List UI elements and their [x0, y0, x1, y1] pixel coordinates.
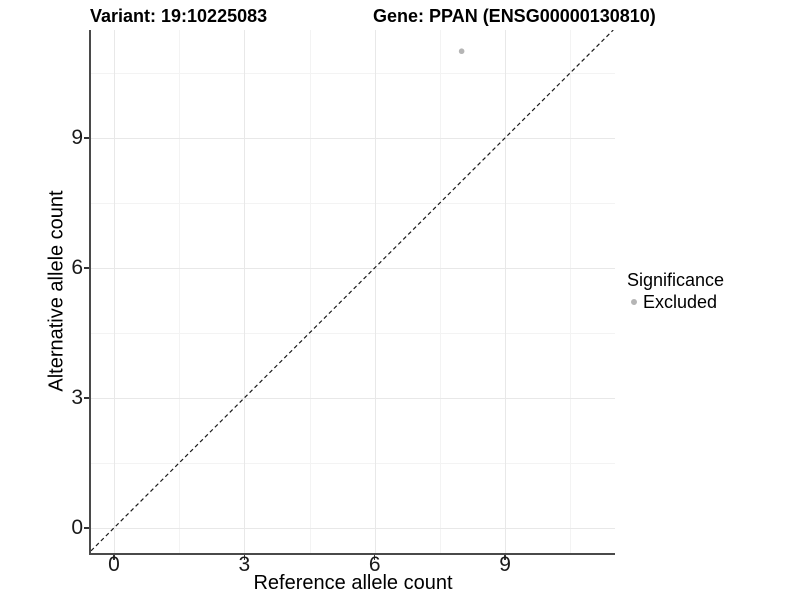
minor-gridline-y: [91, 72, 615, 74]
minor-gridline-x: [179, 30, 181, 553]
major-gridline-x: [114, 30, 116, 553]
minor-gridline-x: [439, 30, 441, 553]
y-tick-mark: [84, 527, 89, 529]
plot-panel: [89, 30, 615, 555]
major-gridline-y: [91, 527, 615, 529]
minor-gridline-y: [91, 332, 615, 334]
legend: Significance Excluded: [627, 270, 724, 312]
gene-title: Gene: PPAN (ENSG00000130810): [373, 6, 656, 26]
x-tick-mark: [243, 555, 246, 560]
legend-item-label: Excluded: [643, 291, 718, 312]
y-tick-mark: [84, 397, 89, 399]
x-tick-label: 9: [499, 553, 511, 576]
legend-item: Excluded: [627, 292, 724, 312]
y-tick-label: 9: [71, 125, 83, 149]
x-tick-label: 6: [368, 553, 381, 576]
y-tick-label: 6: [71, 255, 83, 279]
y-tick-mark: [84, 267, 89, 269]
x-tick-mark: [373, 555, 376, 560]
minor-gridline-y: [91, 462, 615, 464]
minor-gridline-x: [570, 30, 572, 553]
major-gridline-x: [244, 30, 246, 553]
legend-point-icon: [631, 299, 637, 305]
plot-layer: [91, 30, 614, 552]
major-gridline-y: [91, 397, 615, 399]
x-tick-label: 0: [108, 553, 120, 576]
scatter-point: [458, 48, 465, 55]
data-points: [458, 48, 465, 55]
identity-dashed-line: [91, 30, 614, 552]
x-tick-label: 3: [238, 553, 251, 576]
minor-gridline-y: [91, 202, 615, 204]
x-tick-mark: [504, 555, 506, 560]
major-gridline-y: [91, 267, 615, 269]
minor-gridline-x: [309, 30, 311, 553]
legend-items: Excluded: [627, 292, 724, 312]
y-tick-label: 0: [71, 515, 83, 539]
major-gridline-x: [374, 30, 376, 553]
y-tick-label: 3: [71, 385, 83, 409]
x-axis-title: Reference allele count: [253, 572, 453, 594]
x-tick-mark: [113, 555, 115, 560]
y-tick-mark: [84, 137, 89, 139]
variant-title: Variant: 19:10225083: [90, 6, 268, 26]
major-gridline-y: [91, 137, 615, 139]
major-gridline-x: [505, 30, 507, 553]
legend-title: Significance: [627, 270, 725, 290]
y-axis-title: Alternative allele count: [45, 190, 68, 392]
